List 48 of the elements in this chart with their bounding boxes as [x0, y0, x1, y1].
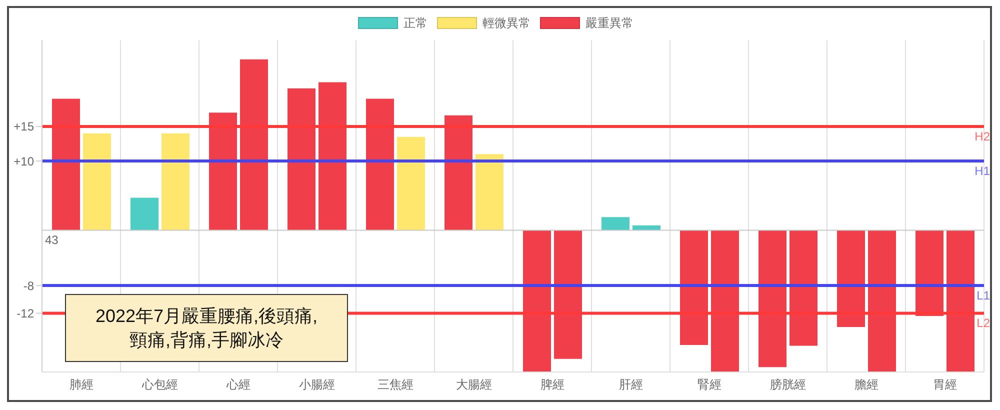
y-tick-label: -12	[16, 306, 34, 320]
x-tick-label: 小腸經	[298, 378, 335, 392]
bar	[288, 88, 316, 230]
x-tick-label: 心包經	[140, 378, 178, 392]
bar	[240, 59, 268, 230]
x-tick-label: 三焦經	[377, 378, 414, 392]
legend-label: 輕微異常	[482, 14, 530, 32]
bar	[868, 230, 896, 372]
x-tick-label: 肝經	[618, 378, 643, 392]
bar	[916, 230, 944, 316]
x-tick-label: 膽經	[854, 378, 878, 392]
ref-line-label: L2	[976, 316, 990, 330]
y-tick-label: +10	[14, 154, 34, 168]
bar	[318, 82, 346, 230]
bar	[397, 136, 425, 230]
bar	[837, 230, 865, 328]
ref-line-label: L1	[976, 288, 990, 302]
bar	[758, 230, 786, 368]
y-tick-label: -8	[23, 278, 34, 293]
ref-line-label: H1	[974, 164, 990, 178]
ref-line-label: H2	[974, 129, 990, 144]
bar	[946, 230, 974, 372]
bar	[554, 230, 582, 359]
bar	[366, 98, 394, 230]
x-tick-label: 肺經	[69, 378, 94, 392]
x-tick-label: 胃經	[932, 378, 957, 392]
bar	[130, 198, 158, 230]
bar	[711, 230, 739, 372]
x-tick-label: 脾經	[540, 378, 564, 392]
bar	[790, 230, 818, 346]
annotation: 2022年7月嚴重腰痛,後頭痛,頸痛,背痛,手腳冰冷	[94, 305, 319, 352]
x-tick-label: 大腸經	[456, 378, 492, 392]
bar	[680, 230, 708, 346]
bar	[444, 115, 472, 230]
legend-label: 嚴重異常	[586, 14, 634, 32]
bar	[52, 98, 80, 230]
legend-label: 正常	[404, 14, 428, 32]
bar	[523, 230, 551, 372]
bar	[209, 112, 237, 230]
x-tick-label: 膀胱經	[770, 378, 806, 392]
annotation: 43	[45, 233, 58, 248]
bar	[476, 154, 504, 230]
bar	[83, 133, 111, 230]
x-tick-label: 腎經	[697, 378, 722, 392]
bar	[162, 133, 190, 230]
x-tick-label: 心經	[225, 378, 250, 392]
y-tick-label: +15	[14, 120, 34, 134]
bar	[602, 217, 630, 230]
